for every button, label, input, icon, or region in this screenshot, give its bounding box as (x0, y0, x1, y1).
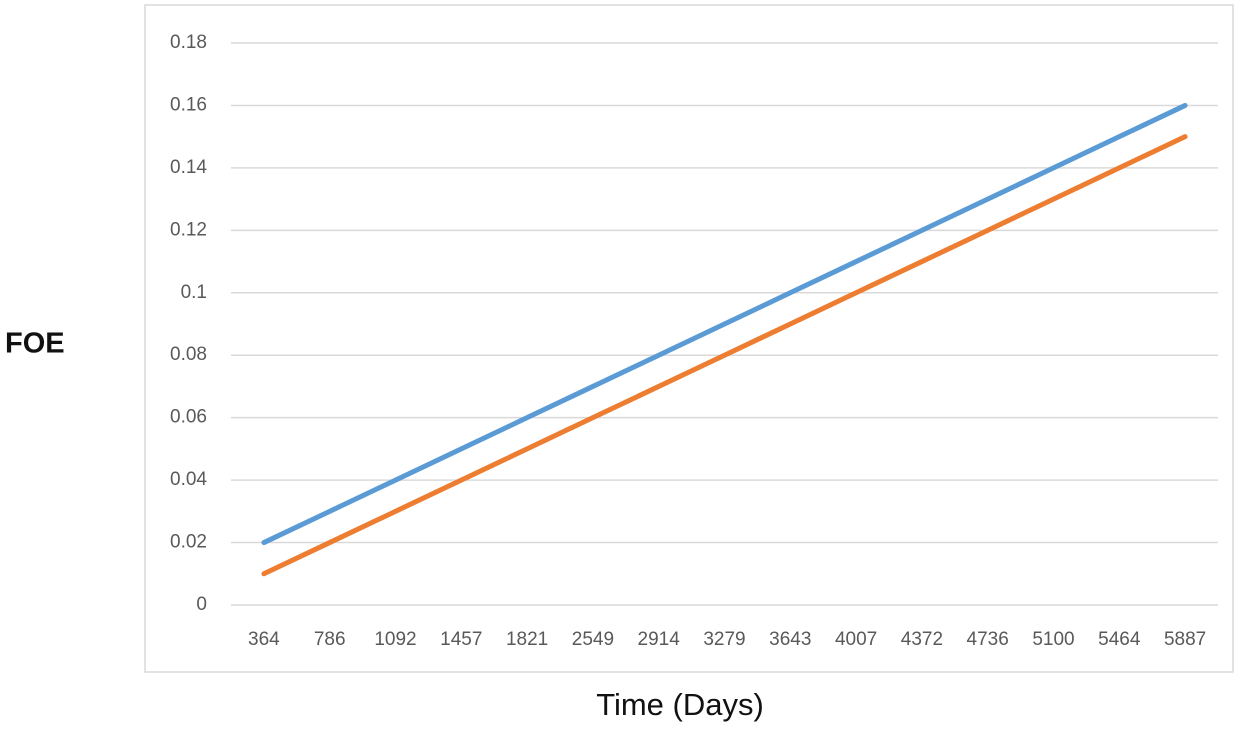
y-tick-label: 0.02 (170, 532, 207, 553)
x-tick-label: 1821 (506, 629, 548, 650)
y-tick-label: 0 (196, 594, 207, 615)
y-tick-label: 0.06 (170, 407, 207, 428)
x-tick-label: 1457 (440, 629, 482, 650)
x-tick-label: 5464 (1098, 629, 1141, 650)
series-line (261, 102, 1188, 546)
x-tick-label: 364 (248, 629, 280, 650)
x-tick-label: 5887 (1164, 629, 1206, 650)
x-tick-label: 3643 (769, 629, 811, 650)
x-tick-label: 4372 (901, 629, 943, 650)
x-tick-label: 786 (314, 629, 346, 650)
y-tick-label: 0.16 (170, 94, 207, 115)
y-tick-label: 0.1 (181, 282, 207, 303)
y-tick-label: 0.04 (170, 469, 207, 490)
x-tick-label: 2549 (572, 629, 614, 650)
y-axis-label: FOE (5, 328, 65, 360)
y-tick-label: 0.12 (170, 219, 207, 240)
series-line (261, 134, 1188, 577)
x-tick-label: 3279 (703, 629, 745, 650)
x-tick-label: 2914 (638, 629, 681, 650)
x-axis-label: Time (Days) (596, 687, 764, 722)
x-tick-label: 5100 (1032, 629, 1074, 650)
y-tick-label: 0.14 (170, 157, 207, 178)
x-tick-label: 1092 (374, 629, 416, 650)
x-tick-label: 4736 (967, 629, 1009, 650)
y-tick-label: 0.08 (170, 344, 207, 365)
y-tick-label: 0.18 (170, 32, 207, 53)
x-tick-label: 4007 (835, 629, 877, 650)
